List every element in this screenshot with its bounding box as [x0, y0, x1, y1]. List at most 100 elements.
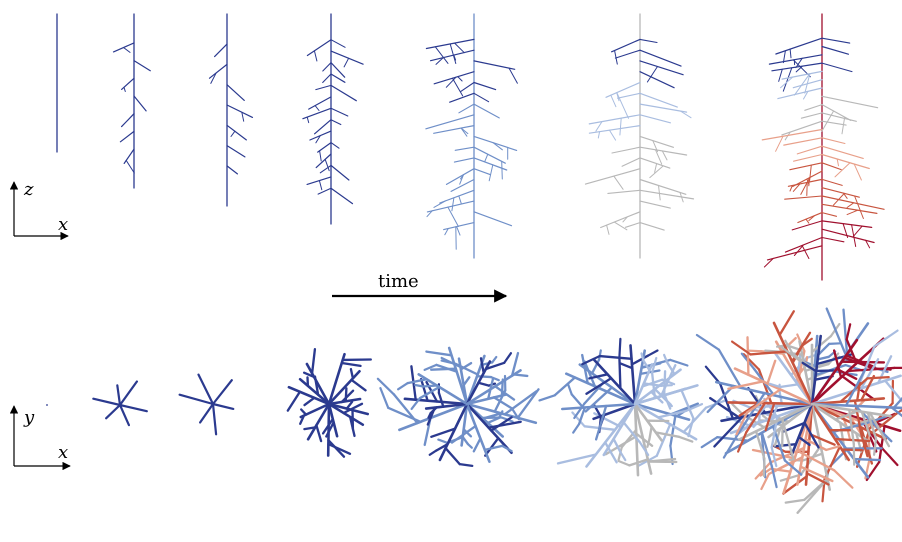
lateral-root	[624, 222, 641, 228]
root-sub-branch	[512, 373, 529, 378]
lateral-root	[208, 63, 228, 79]
root-sub-branch	[731, 403, 745, 416]
root-sub-branch	[620, 428, 638, 449]
lateral-root	[821, 137, 846, 145]
sub-lateral-root	[801, 245, 810, 259]
lateral-root	[821, 228, 875, 244]
root-sub-branch	[873, 329, 899, 348]
lateral-root	[588, 114, 641, 125]
lateral-root	[473, 168, 492, 176]
root-sub-branch	[303, 396, 316, 407]
root-sub-branch	[646, 349, 659, 357]
lateral-root	[821, 120, 847, 126]
root-sub-branch	[494, 385, 516, 401]
root-sub-branch	[769, 446, 806, 464]
sub-lateral-root	[852, 225, 863, 238]
root-sub-branch	[766, 359, 777, 385]
root-sub-branch	[622, 421, 641, 444]
lateral-root	[639, 178, 687, 195]
z-axis-label: z	[23, 179, 34, 200]
root-sub-branch	[345, 400, 354, 410]
lateral-root	[821, 220, 873, 228]
lateral-root	[821, 236, 845, 243]
root-sub-branch	[475, 375, 493, 379]
root-sub-branch	[570, 393, 585, 409]
lateral-root	[425, 114, 475, 130]
top-view-root-1	[92, 380, 148, 427]
root-sub-branch	[834, 410, 859, 421]
root-sub-branch	[866, 375, 890, 380]
lateral-root	[445, 168, 475, 185]
sub-lateral-root	[679, 110, 692, 119]
root-sub-branch	[654, 431, 681, 438]
root-branch	[720, 402, 814, 423]
root-sub-branch	[300, 408, 308, 416]
root-sub-branch	[618, 362, 634, 370]
root-sub-branch	[487, 377, 495, 400]
root-sub-branch	[797, 435, 811, 447]
root-sub-branch	[745, 401, 767, 434]
lateral-root	[458, 103, 475, 114]
root-sub-branch	[780, 417, 795, 461]
root-sub-branch	[709, 396, 741, 419]
lateral-root	[639, 71, 675, 89]
sub-lateral-root	[836, 158, 839, 167]
root-sub-branch	[890, 406, 902, 418]
lateral-root	[761, 128, 823, 141]
root-sub-branch	[680, 388, 695, 420]
sub-lateral-root	[613, 175, 624, 190]
lateral-root	[330, 142, 340, 149]
root-branch	[738, 402, 814, 441]
root-sub-branch	[870, 358, 880, 372]
sub-lateral-root	[444, 228, 449, 236]
root-branch	[560, 402, 637, 411]
sub-lateral-root	[457, 76, 463, 82]
root-sub-branch	[581, 354, 601, 366]
root-sub-branch	[489, 375, 500, 382]
root-sub-branch	[350, 378, 367, 392]
lateral-root	[226, 84, 245, 102]
lateral-root	[821, 103, 852, 122]
root-sub-branch	[349, 367, 355, 380]
sub-lateral-root	[484, 153, 489, 163]
lateral-root	[119, 130, 135, 143]
lateral-root	[473, 92, 490, 103]
root-sub-branch	[742, 353, 761, 371]
lateral-root	[787, 178, 823, 187]
root-sub-branch	[573, 402, 586, 420]
root-sub-branch	[782, 475, 808, 495]
root-sub-branch	[871, 412, 898, 435]
root-sub-branch	[801, 361, 818, 373]
sub-lateral-root	[508, 67, 518, 84]
root-sub-branch	[727, 380, 765, 390]
root-sub-branch	[799, 465, 834, 483]
root-branch	[585, 402, 637, 468]
root-sub-branch	[414, 383, 425, 388]
sub-lateral-root	[789, 48, 792, 59]
lateral-root	[766, 245, 823, 261]
lateral-root	[783, 137, 823, 146]
sub-lateral-root	[460, 127, 469, 135]
root-sub-branch	[844, 367, 867, 407]
root-sub-branch	[425, 350, 453, 357]
lateral-root	[473, 60, 516, 70]
sub-lateral-root	[854, 195, 864, 219]
sub-lateral-root	[842, 192, 848, 199]
root-sub-branch	[462, 376, 471, 387]
lateral-root	[330, 73, 346, 83]
root-sub-branch	[737, 391, 766, 435]
sub-lateral-root	[610, 94, 617, 108]
root-sub-branch	[700, 436, 719, 449]
top-view-root-4	[376, 346, 540, 468]
sub-lateral-root	[453, 54, 457, 61]
root-sub-branch	[746, 336, 750, 376]
root-sub-branch	[437, 438, 449, 445]
sub-lateral-root	[595, 121, 603, 132]
root-sub-branch	[845, 323, 852, 341]
lateral-root	[821, 45, 850, 55]
lateral-root	[821, 112, 857, 122]
lateral-root	[433, 124, 475, 134]
lateral-root	[123, 148, 135, 164]
sub-lateral-root	[865, 239, 871, 249]
root-sub-branch	[479, 357, 485, 375]
